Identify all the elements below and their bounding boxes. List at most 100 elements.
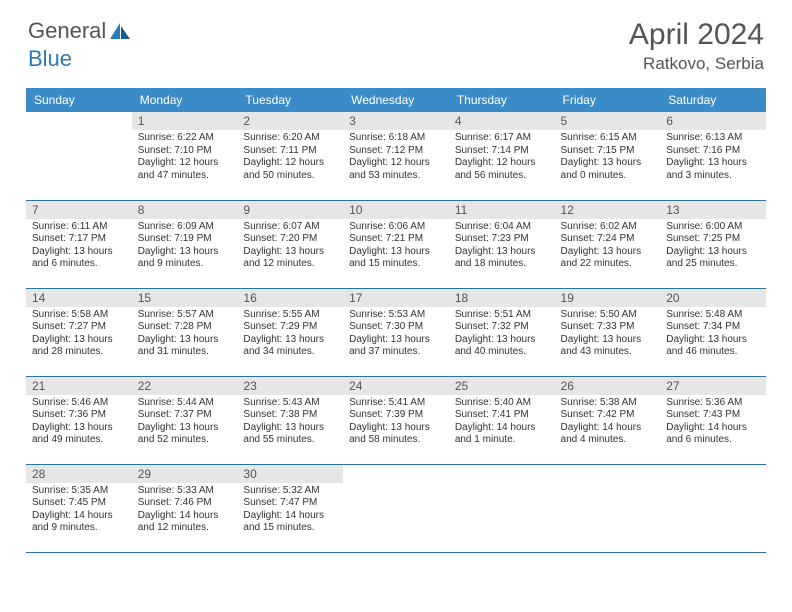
sunrise-line: Sunrise: 5:41 AM [349, 397, 443, 410]
sunrise-line: Sunrise: 5:58 AM [32, 309, 126, 322]
day-number: 7 [26, 201, 132, 219]
day-number: 12 [555, 201, 661, 219]
week-row: 14Sunrise: 5:58 AMSunset: 7:27 PMDayligh… [26, 288, 766, 376]
sunset-line: Sunset: 7:28 PM [138, 321, 232, 334]
cell-body: Sunrise: 6:06 AMSunset: 7:21 PMDaylight:… [343, 219, 449, 275]
day-header: Saturday [660, 88, 766, 112]
daylight-line: Daylight: 13 hours and 28 minutes. [32, 334, 126, 359]
day-header-row: SundayMondayTuesdayWednesdayThursdayFrid… [26, 88, 766, 112]
calendar-cell [343, 464, 449, 552]
cell-body: Sunrise: 5:44 AMSunset: 7:37 PMDaylight:… [132, 395, 238, 451]
sunset-line: Sunset: 7:25 PM [666, 233, 760, 246]
calendar-cell: 1Sunrise: 6:22 AMSunset: 7:10 PMDaylight… [132, 112, 238, 200]
calendar-cell [26, 112, 132, 200]
sunset-line: Sunset: 7:27 PM [32, 321, 126, 334]
daylight-line: Daylight: 13 hours and 22 minutes. [561, 246, 655, 271]
calendar-cell: 7Sunrise: 6:11 AMSunset: 7:17 PMDaylight… [26, 200, 132, 288]
day-header: Sunday [26, 88, 132, 112]
daylight-line: Daylight: 12 hours and 56 minutes. [455, 157, 549, 182]
day-number: 30 [237, 465, 343, 483]
sunset-line: Sunset: 7:45 PM [32, 497, 126, 510]
day-number: 17 [343, 289, 449, 307]
daylight-line: Daylight: 14 hours and 1 minute. [455, 422, 549, 447]
logo-text-2: Blue [28, 46, 72, 72]
sunset-line: Sunset: 7:41 PM [455, 409, 549, 422]
sunrise-line: Sunrise: 6:17 AM [455, 132, 549, 145]
day-number: 24 [343, 377, 449, 395]
calendar-cell: 28Sunrise: 5:35 AMSunset: 7:45 PMDayligh… [26, 464, 132, 552]
daylight-line: Daylight: 13 hours and 34 minutes. [243, 334, 337, 359]
sunrise-line: Sunrise: 6:04 AM [455, 221, 549, 234]
calendar-cell: 9Sunrise: 6:07 AMSunset: 7:20 PMDaylight… [237, 200, 343, 288]
day-number: 14 [26, 289, 132, 307]
calendar-cell: 19Sunrise: 5:50 AMSunset: 7:33 PMDayligh… [555, 288, 661, 376]
sunset-line: Sunset: 7:32 PM [455, 321, 549, 334]
calendar-cell: 24Sunrise: 5:41 AMSunset: 7:39 PMDayligh… [343, 376, 449, 464]
daylight-line: Daylight: 13 hours and 43 minutes. [561, 334, 655, 359]
calendar-cell: 18Sunrise: 5:51 AMSunset: 7:32 PMDayligh… [449, 288, 555, 376]
cell-body: Sunrise: 6:22 AMSunset: 7:10 PMDaylight:… [132, 130, 238, 186]
cell-body: Sunrise: 6:17 AMSunset: 7:14 PMDaylight:… [449, 130, 555, 186]
sunrise-line: Sunrise: 5:32 AM [243, 485, 337, 498]
sunset-line: Sunset: 7:46 PM [138, 497, 232, 510]
day-number: 25 [449, 377, 555, 395]
week-row: 1Sunrise: 6:22 AMSunset: 7:10 PMDaylight… [26, 112, 766, 200]
cell-body: Sunrise: 5:41 AMSunset: 7:39 PMDaylight:… [343, 395, 449, 451]
sunset-line: Sunset: 7:16 PM [666, 145, 760, 158]
calendar-cell: 17Sunrise: 5:53 AMSunset: 7:30 PMDayligh… [343, 288, 449, 376]
cell-body: Sunrise: 5:55 AMSunset: 7:29 PMDaylight:… [237, 307, 343, 363]
calendar-cell: 4Sunrise: 6:17 AMSunset: 7:14 PMDaylight… [449, 112, 555, 200]
calendar-cell: 3Sunrise: 6:18 AMSunset: 7:12 PMDaylight… [343, 112, 449, 200]
day-number: 29 [132, 465, 238, 483]
location: Ratkovo, Serbia [629, 54, 764, 74]
calendar-cell: 5Sunrise: 6:15 AMSunset: 7:15 PMDaylight… [555, 112, 661, 200]
day-number: 26 [555, 377, 661, 395]
daylight-line: Daylight: 13 hours and 37 minutes. [349, 334, 443, 359]
calendar-cell: 27Sunrise: 5:36 AMSunset: 7:43 PMDayligh… [660, 376, 766, 464]
day-number: 27 [660, 377, 766, 395]
day-header: Monday [132, 88, 238, 112]
daylight-line: Daylight: 14 hours and 12 minutes. [138, 510, 232, 535]
day-number: 22 [132, 377, 238, 395]
cell-body: Sunrise: 5:53 AMSunset: 7:30 PMDaylight:… [343, 307, 449, 363]
calendar-cell: 6Sunrise: 6:13 AMSunset: 7:16 PMDaylight… [660, 112, 766, 200]
calendar-cell: 12Sunrise: 6:02 AMSunset: 7:24 PMDayligh… [555, 200, 661, 288]
sunrise-line: Sunrise: 5:40 AM [455, 397, 549, 410]
calendar-cell: 15Sunrise: 5:57 AMSunset: 7:28 PMDayligh… [132, 288, 238, 376]
cell-body: Sunrise: 6:18 AMSunset: 7:12 PMDaylight:… [343, 130, 449, 186]
sunset-line: Sunset: 7:11 PM [243, 145, 337, 158]
logo: General [28, 18, 134, 44]
week-row: 28Sunrise: 5:35 AMSunset: 7:45 PMDayligh… [26, 464, 766, 552]
day-number: 2 [237, 112, 343, 130]
sunrise-line: Sunrise: 5:51 AM [455, 309, 549, 322]
cell-body: Sunrise: 5:50 AMSunset: 7:33 PMDaylight:… [555, 307, 661, 363]
daylight-line: Daylight: 13 hours and 52 minutes. [138, 422, 232, 447]
month-title: April 2024 [629, 18, 764, 52]
daylight-line: Daylight: 13 hours and 18 minutes. [455, 246, 549, 271]
cell-body: Sunrise: 5:58 AMSunset: 7:27 PMDaylight:… [26, 307, 132, 363]
sunrise-line: Sunrise: 6:20 AM [243, 132, 337, 145]
daylight-line: Daylight: 14 hours and 6 minutes. [666, 422, 760, 447]
cell-body: Sunrise: 6:04 AMSunset: 7:23 PMDaylight:… [449, 219, 555, 275]
sunset-line: Sunset: 7:20 PM [243, 233, 337, 246]
cell-body: Sunrise: 6:13 AMSunset: 7:16 PMDaylight:… [660, 130, 766, 186]
sunrise-line: Sunrise: 6:18 AM [349, 132, 443, 145]
daylight-line: Daylight: 13 hours and 9 minutes. [138, 246, 232, 271]
daylight-line: Daylight: 12 hours and 53 minutes. [349, 157, 443, 182]
day-number: 16 [237, 289, 343, 307]
calendar-cell: 22Sunrise: 5:44 AMSunset: 7:37 PMDayligh… [132, 376, 238, 464]
logo-sail-icon [110, 23, 132, 39]
sunrise-line: Sunrise: 6:13 AM [666, 132, 760, 145]
cell-body: Sunrise: 6:02 AMSunset: 7:24 PMDaylight:… [555, 219, 661, 275]
daylight-line: Daylight: 14 hours and 4 minutes. [561, 422, 655, 447]
day-number: 13 [660, 201, 766, 219]
calendar-cell: 14Sunrise: 5:58 AMSunset: 7:27 PMDayligh… [26, 288, 132, 376]
sunrise-line: Sunrise: 6:00 AM [666, 221, 760, 234]
cell-body: Sunrise: 6:09 AMSunset: 7:19 PMDaylight:… [132, 219, 238, 275]
calendar-cell: 16Sunrise: 5:55 AMSunset: 7:29 PMDayligh… [237, 288, 343, 376]
sunset-line: Sunset: 7:38 PM [243, 409, 337, 422]
sunrise-line: Sunrise: 5:50 AM [561, 309, 655, 322]
day-number: 5 [555, 112, 661, 130]
calendar-cell: 23Sunrise: 5:43 AMSunset: 7:38 PMDayligh… [237, 376, 343, 464]
calendar-cell: 29Sunrise: 5:33 AMSunset: 7:46 PMDayligh… [132, 464, 238, 552]
